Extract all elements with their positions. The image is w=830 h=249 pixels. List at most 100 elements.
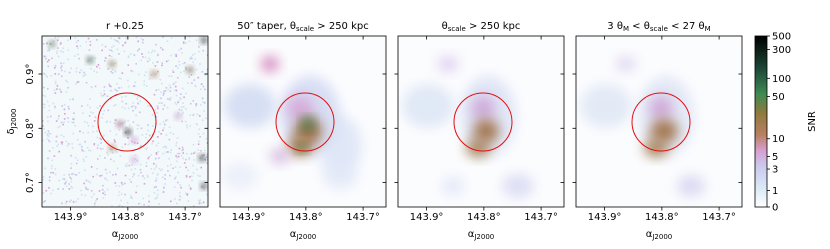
noise-pixel: [203, 102, 206, 104]
noise-pixel: [60, 67, 62, 69]
noise-pixel: [205, 137, 208, 140]
noise-pixel: [45, 55, 47, 58]
noise-pixel: [50, 171, 52, 174]
noise-pixel: [121, 100, 124, 103]
noise-pixel: [96, 136, 99, 139]
noise-pixel: [151, 125, 154, 127]
noise-pixel: [167, 151, 169, 153]
noise-pixel: [182, 157, 184, 160]
noise-pixel: [163, 186, 165, 188]
text-part: α: [468, 229, 475, 240]
noise-pixel: [96, 147, 99, 149]
noise-pixel: [195, 39, 198, 42]
noise-pixel: [96, 158, 99, 160]
noise-pixel: [162, 94, 165, 96]
noise-pixel: [195, 68, 198, 71]
noise-pixel: [133, 93, 136, 96]
noise-pixel: [136, 160, 139, 162]
x-tick-label: 143.9°: [54, 212, 88, 223]
panel-image: [220, 36, 386, 207]
noise-pixel: [186, 126, 188, 129]
noise-pixel: [44, 131, 47, 134]
colorbar-tick-label: 300: [772, 45, 791, 56]
text-part: 50″ taper, θ: [237, 21, 296, 32]
noise-pixel: [130, 181, 132, 183]
noise-pixel: [114, 39, 117, 42]
source: [49, 41, 55, 47]
noise-pixel: [147, 139, 149, 142]
noise-pixel: [164, 178, 166, 180]
noise-pixel: [96, 130, 98, 132]
noise-pixel: [157, 54, 159, 57]
noise-pixel: [174, 198, 176, 200]
noise-pixel: [54, 105, 56, 108]
noise-pixel: [70, 180, 73, 183]
noise-pixel: [110, 70, 112, 73]
noise-pixel: [153, 168, 156, 171]
noise-pixel: [44, 95, 47, 97]
noise-pixel: [141, 41, 144, 44]
noise-pixel: [161, 168, 164, 171]
noise-pixel: [190, 74, 193, 76]
noise-pixel: [143, 182, 146, 185]
noise-pixel: [43, 106, 45, 109]
noise-pixel: [185, 175, 188, 177]
noise-pixel: [189, 176, 191, 178]
noise-pixel: [61, 141, 64, 144]
noise-pixel: [70, 167, 72, 169]
noise-pixel: [126, 165, 128, 168]
noise-pixel: [127, 137, 129, 139]
noise-pixel: [70, 154, 72, 157]
noise-pixel: [157, 53, 159, 56]
noise-pixel: [177, 49, 180, 51]
colorbar-tick-label: 5: [772, 152, 778, 163]
noise-pixel: [169, 86, 172, 89]
noise-pixel: [197, 149, 200, 151]
noise-pixel: [185, 166, 187, 169]
noise-pixel: [73, 117, 75, 120]
noise-pixel: [67, 121, 70, 123]
noise-pixel: [106, 95, 109, 97]
noise-pixel: [146, 60, 149, 63]
noise-pixel: [182, 106, 185, 108]
noise-pixel: [68, 107, 70, 110]
noise-pixel: [200, 150, 202, 152]
noise-pixel: [155, 43, 157, 46]
noise-pixel: [60, 91, 63, 93]
noise-pixel: [154, 65, 157, 67]
noise-pixel: [170, 37, 173, 39]
noise-pixel: [140, 171, 142, 174]
noise-pixel: [207, 153, 208, 156]
noise-pixel: [108, 49, 111, 51]
noise-pixel: [72, 98, 75, 101]
noise-pixel: [187, 200, 190, 202]
noise-pixel: [79, 143, 82, 146]
noise-pixel: [125, 102, 128, 105]
noise-pixel: [185, 68, 188, 71]
aperture-circle: [453, 92, 513, 152]
noise-pixel: [70, 185, 73, 188]
noise-pixel: [111, 151, 114, 154]
noise-pixel: [156, 173, 159, 176]
noise-pixel: [116, 48, 119, 51]
noise-pixel: [193, 159, 196, 161]
noise-pixel: [170, 75, 173, 78]
noise-pixel: [93, 204, 96, 207]
noise-pixel: [94, 202, 96, 205]
noise-pixel: [180, 154, 183, 157]
text-part: 3 θ: [607, 21, 623, 32]
text-part: α: [646, 229, 653, 240]
noise-pixel: [52, 171, 54, 174]
noise-pixel: [179, 166, 181, 168]
noise-pixel: [133, 54, 136, 56]
noise-pixel: [166, 165, 169, 167]
noise-pixel: [200, 202, 203, 205]
noise-pixel: [70, 163, 73, 165]
noise-pixel: [123, 50, 126, 53]
noise-pixel: [199, 88, 202, 91]
noise-pixel: [49, 115, 52, 118]
noise-pixel: [162, 191, 165, 193]
noise-pixel: [80, 69, 83, 72]
panel-image: [42, 36, 208, 207]
noise-pixel: [114, 182, 117, 184]
